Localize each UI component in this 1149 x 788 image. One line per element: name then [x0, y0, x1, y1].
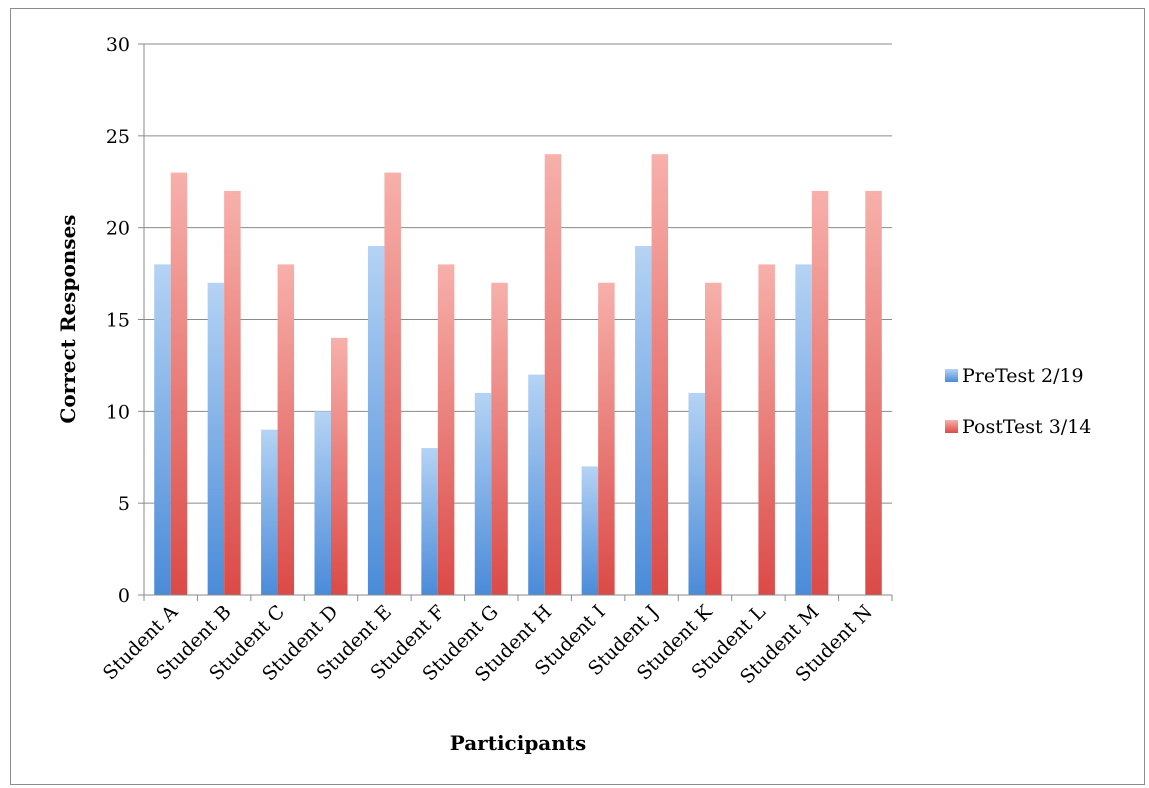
bar-pretest-student-d [314, 411, 331, 595]
y-tick-label: 5 [118, 493, 130, 515]
legend: PreTest 2/19 PostTest 3/14 [945, 365, 1091, 438]
bar-posttest-student-i [598, 282, 615, 595]
bar-pretest-student-e [367, 246, 385, 596]
bar-posttest-student-m [811, 190, 829, 595]
bar-pretest-student-c [261, 429, 278, 595]
bar-pretest-student-f [421, 448, 438, 595]
bar-pretest-student-i [581, 466, 599, 595]
bar-posttest-student-j [651, 154, 669, 595]
y-tick-label: 15 [106, 310, 130, 332]
y-tick-label: 0 [118, 585, 130, 607]
bar-posttest-student-h [544, 154, 562, 595]
bars [154, 154, 882, 596]
bar-pretest-student-j [635, 246, 652, 596]
bar-pretest-student-a [154, 264, 171, 595]
legend-label-posttest: PostTest 3/14 [962, 416, 1091, 438]
bar-pretest-student-g [474, 392, 492, 595]
bar-pretest-student-k [688, 392, 705, 595]
bar-posttest-student-a [170, 172, 188, 596]
bar-pretest-student-b [207, 282, 225, 595]
y-tick-label: 25 [106, 126, 130, 148]
x-axis-title: Participants [450, 731, 587, 755]
bar-posttest-student-c [277, 264, 295, 595]
legend-swatch-posttest [945, 420, 958, 433]
y-axis-title: Correct Responses [56, 214, 80, 423]
y-tick-label: 30 [106, 34, 130, 56]
y-tick-label: 10 [106, 401, 130, 423]
y-tick-label: 20 [106, 218, 130, 240]
bar-posttest-student-n [865, 190, 882, 595]
bar-posttest-student-l [758, 264, 775, 595]
bar-posttest-student-d [331, 337, 348, 595]
bar-pretest-student-m [795, 264, 812, 595]
bar-posttest-student-f [437, 264, 455, 595]
bar-posttest-student-k [705, 282, 722, 595]
bar-posttest-student-g [491, 282, 508, 595]
legend-swatch-pretest [945, 369, 958, 382]
gridlines [144, 43, 892, 504]
legend-label-pretest: PreTest 2/19 [962, 365, 1084, 387]
bar-posttest-student-b [224, 190, 241, 595]
bar-pretest-student-h [528, 374, 545, 595]
bar-posttest-student-e [384, 172, 401, 596]
chart-frame [10, 8, 1145, 785]
